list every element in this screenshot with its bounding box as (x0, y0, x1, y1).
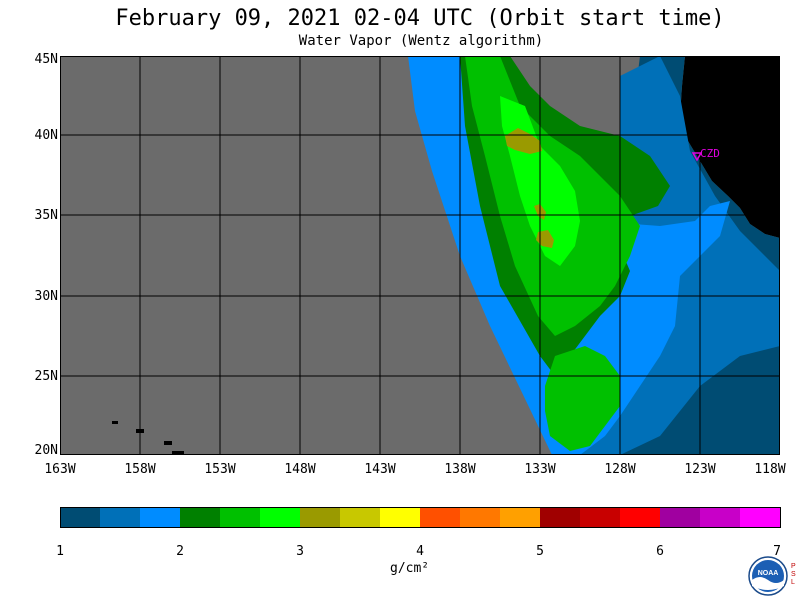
lat-label-25n: 25N (34, 369, 58, 384)
colorbar-swatch (540, 507, 581, 528)
lon-label-123w: 123W (684, 462, 716, 477)
map-subtitle: Water Vapor (Wentz algorithm) (298, 33, 544, 49)
water-vapor-map: CZD (60, 56, 780, 455)
lon-label-143w: 143W (364, 462, 396, 477)
map-border (60, 56, 780, 455)
colorbar-tick-2: 2 (176, 544, 184, 559)
colorbar-swatch (140, 507, 181, 528)
psl-letters: PSL (791, 563, 796, 586)
lat-label-30n: 30N (34, 289, 58, 304)
colorbar-swatch (300, 507, 341, 528)
colorbar-unit: g/cm² (390, 561, 430, 576)
colorbar-tick-7: 7 (773, 544, 781, 559)
lon-label-133w: 133W (524, 462, 556, 477)
colorbar-tick-5: 5 (536, 544, 544, 559)
lat-label-40n: 40N (34, 128, 58, 143)
colorbar-border (60, 507, 781, 528)
colorbar (60, 507, 781, 528)
island-kauai (112, 421, 118, 424)
island-hawaii (172, 451, 184, 455)
colorbar-swatch (620, 507, 661, 528)
colorbar-swatch (260, 507, 301, 528)
colorbar-swatch (380, 507, 421, 528)
noaa-logo: NOAA (748, 556, 788, 596)
station-label: CZD (700, 147, 720, 160)
lat-label-35n: 35N (34, 208, 58, 223)
colorbar-swatch (220, 507, 261, 528)
colorbar-swatch (180, 507, 221, 528)
lon-label-128w: 128W (604, 462, 636, 477)
colorbar-swatch (740, 507, 781, 528)
colorbar-swatch (420, 507, 461, 528)
island-maui (164, 441, 172, 445)
colorbar-swatch (700, 507, 741, 528)
station-marker (691, 152, 703, 162)
lat-label-45n: 45N (34, 52, 58, 67)
colorbar-tick-6: 6 (656, 544, 664, 559)
vapor-green-lower (545, 346, 620, 451)
colorbar-swatch (460, 507, 501, 528)
colorbar-swatch (660, 507, 701, 528)
colorbar-swatch (100, 507, 141, 528)
lon-label-148w: 148W (284, 462, 316, 477)
graticule (60, 56, 780, 455)
colorbar-tick-4: 4 (416, 544, 424, 559)
colorbar-tick-3: 3 (296, 544, 304, 559)
land-california (680, 56, 780, 238)
noaa-logo-text: NOAA (758, 570, 779, 577)
colorbar-swatch (60, 507, 101, 528)
lon-label-158w: 158W (124, 462, 156, 477)
colorbar-tick-1: 1 (56, 544, 64, 559)
lon-label-153w: 153W (204, 462, 236, 477)
colorbar-swatch (500, 507, 541, 528)
colorbar-swatch (340, 507, 381, 528)
lat-label-20n: 20N (34, 443, 58, 458)
lon-label-118w: 118W (754, 462, 786, 477)
lon-label-163w: 163W (44, 462, 76, 477)
colorbar-swatch (580, 507, 621, 528)
map-title: February 09, 2021 02-04 UTC (Orbit start… (115, 6, 725, 31)
lon-label-138w: 138W (444, 462, 476, 477)
